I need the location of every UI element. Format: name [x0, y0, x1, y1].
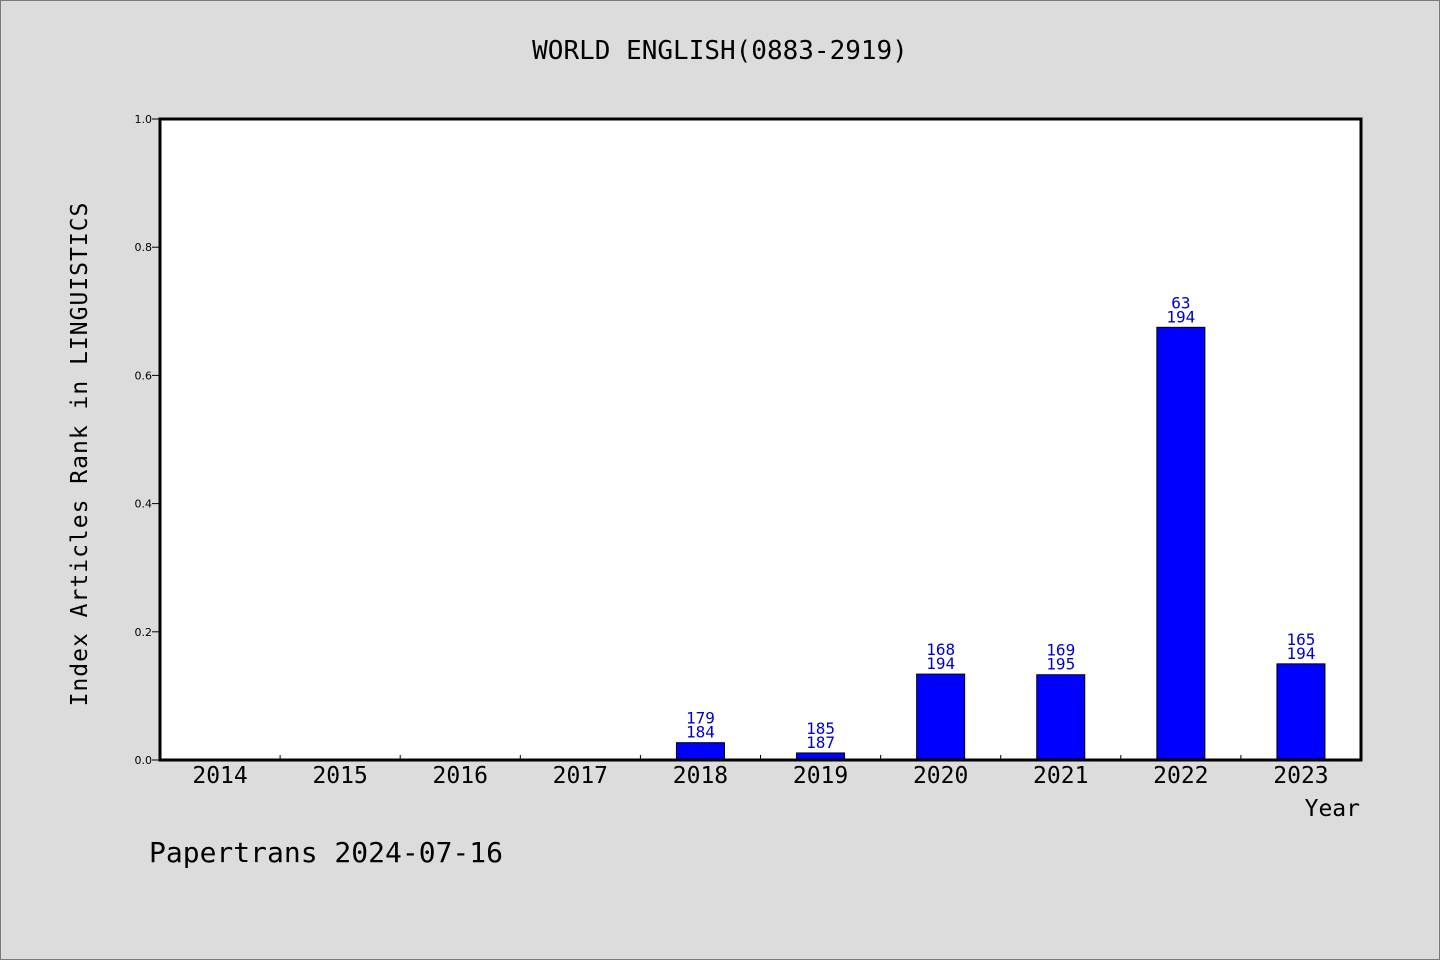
bar — [1276, 663, 1326, 761]
bar-label-rank: 63 — [1171, 293, 1190, 312]
x-ticks-group: 2014 2015 2016 2017 2018 2019 2020 2021 2022 2023 — [192, 755, 1329, 789]
bar-label-rank: 165 — [1286, 630, 1315, 649]
bar-label-rank: 179 — [686, 709, 715, 728]
y-tick-label: 1.0 — [135, 113, 153, 126]
chart-title: WORLD ENGLISH(0883-2919) — [532, 36, 908, 66]
bar — [916, 673, 966, 761]
bar-label-rank: 168 — [926, 640, 955, 659]
x-tick-label: 2017 — [553, 763, 608, 789]
bar — [1156, 326, 1206, 761]
x-tick-label: 2020 — [913, 763, 968, 789]
y-tick-label: 0.6 — [135, 369, 153, 382]
x-tick-label: 2014 — [192, 763, 247, 789]
x-tick-label: 2022 — [1153, 763, 1208, 789]
x-tick-label: 2016 — [433, 763, 488, 789]
x-tick-label: 2015 — [312, 763, 367, 789]
bars-group — [675, 326, 1326, 761]
x-tick-label: 2018 — [673, 763, 728, 789]
x-axis-label: Year — [1304, 796, 1360, 822]
y-tick-label: 0.0 — [135, 754, 153, 767]
bar-label-rank: 169 — [1046, 641, 1075, 660]
x-tick-label: 2021 — [1033, 763, 1088, 789]
x-tick-label: 2019 — [793, 763, 848, 789]
bar — [1036, 674, 1086, 761]
bar-label-total: 195 — [1046, 655, 1075, 674]
y-tick-label: 0.4 — [135, 498, 153, 511]
y-tick-label: 0.2 — [135, 626, 153, 639]
x-tick-label: 2023 — [1273, 763, 1328, 789]
y-ticks-group: 0.0 0.2 0.4 0.6 0.8 1.0 — [135, 113, 160, 767]
bar — [675, 742, 725, 761]
bar-label-total: 194 — [1286, 644, 1315, 663]
bar-label-total: 187 — [806, 733, 835, 752]
plot-border — [158, 117, 1363, 762]
y-tick-label: 0.8 — [135, 241, 153, 254]
bar-label-total: 194 — [926, 654, 955, 673]
bar-label-total: 184 — [686, 723, 715, 742]
bar-label-total: 194 — [1166, 307, 1195, 326]
bar-label-rank: 185 — [806, 719, 835, 738]
footer-credit: Papertrans 2024-07-16 — [149, 836, 504, 869]
